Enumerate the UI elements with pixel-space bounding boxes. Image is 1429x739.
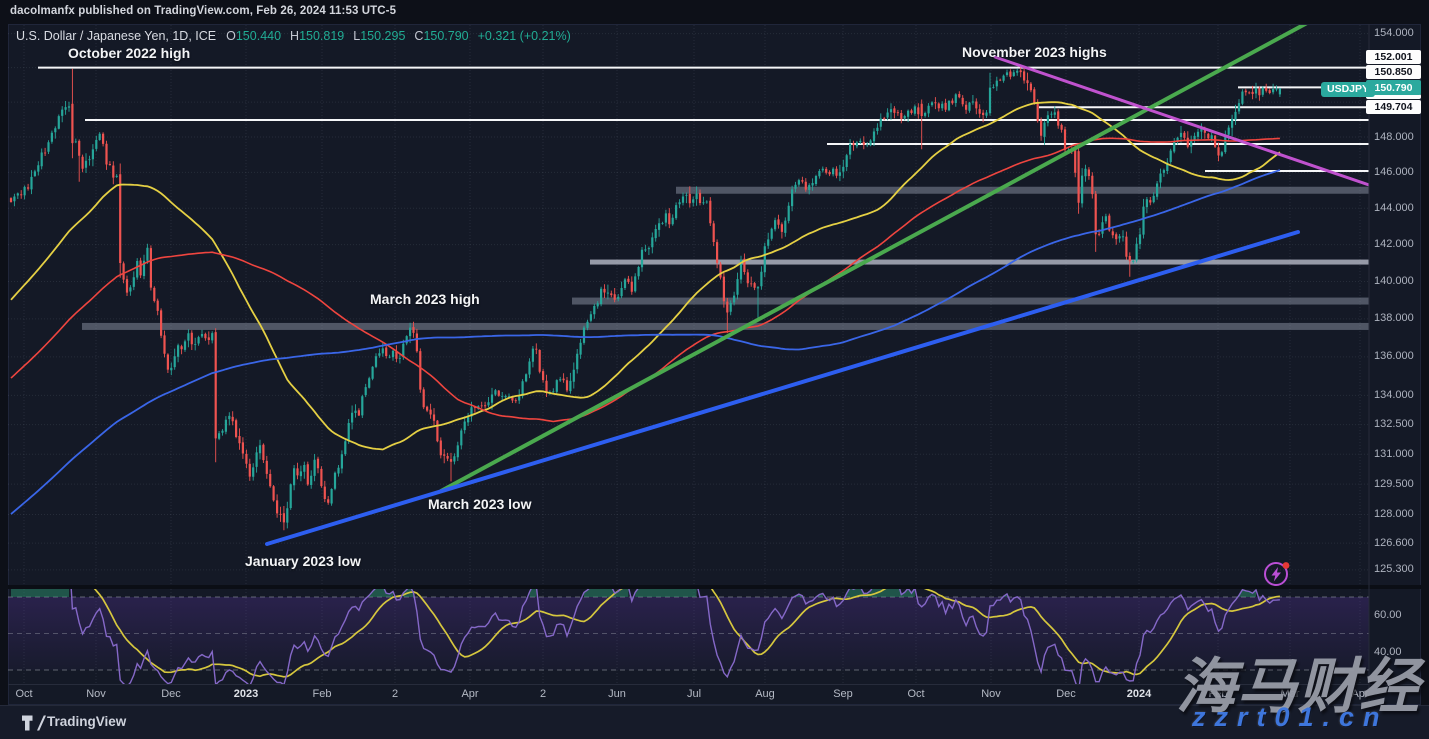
time-tick: Oct xyxy=(907,688,925,700)
time-tick: 2 xyxy=(539,688,547,700)
chart-annotation: March 2023 low xyxy=(428,496,532,512)
ohlc-value: 150.819 xyxy=(299,29,345,43)
time-tick: Sep xyxy=(833,688,853,700)
price-tick: 131.000 xyxy=(1374,447,1414,460)
symbol-title[interactable]: U.S. Dollar / Japanese Yen, 1D, ICE xyxy=(16,29,217,43)
time-tick: 2023 xyxy=(233,688,259,700)
time-tick: 2024 xyxy=(1126,688,1152,700)
price-tick: 136.000 xyxy=(1374,350,1414,363)
notification-dot xyxy=(1282,562,1290,569)
chart-annotation: October 2022 high xyxy=(68,45,191,61)
ohlc-prefix: H xyxy=(290,29,300,43)
price-level-label: 149.704 xyxy=(1366,100,1421,114)
watermark-site: zzrt01.cn xyxy=(1192,702,1389,732)
symbol-legend: U.S. Dollar / Japanese Yen, 1D, ICE O150.… xyxy=(16,29,571,43)
price-tick: 129.500 xyxy=(1374,477,1414,490)
footer-bar: TradingView xyxy=(0,705,1429,739)
support-resistance-zone xyxy=(590,259,1369,265)
publisher-line: dacolmanfx published on TradingView.com,… xyxy=(10,5,397,17)
price-tick: 132.500 xyxy=(1374,418,1414,431)
ohlc-prefix: O xyxy=(226,29,236,43)
time-tick: Nov xyxy=(981,688,1001,700)
time-tick: Nov xyxy=(86,688,106,700)
price-tick: 128.000 xyxy=(1374,507,1414,520)
time-tick: Mar xyxy=(1280,688,1300,700)
time-tick: Oct xyxy=(15,688,33,700)
time-tick: 2 xyxy=(391,688,399,700)
time-tick: Apr xyxy=(461,688,479,700)
current-price-label: 150.790 xyxy=(1366,80,1421,95)
support-resistance-zone xyxy=(82,322,1369,330)
rsi-tick: 40.00 xyxy=(1374,645,1402,658)
falling-resistance-from-november-2023 xyxy=(993,55,1369,187)
price-tick: 126.600 xyxy=(1374,536,1414,549)
price-tick: 140.000 xyxy=(1374,274,1414,287)
time-tick: Apr xyxy=(1351,688,1369,700)
chart-annotation: March 2023 high xyxy=(370,291,480,307)
price-tick: 154.000 xyxy=(1374,27,1414,40)
price-tick: 142.000 xyxy=(1374,238,1414,251)
main-pane xyxy=(8,25,1369,585)
support-resistance-zone xyxy=(676,186,1369,194)
chart-annotation: November 2023 highs xyxy=(962,44,1107,60)
price-level-label: 150.850 xyxy=(1366,65,1421,79)
time-tick: Dec xyxy=(1056,688,1076,700)
ohlc-value: 150.440 xyxy=(235,29,282,43)
time-tick: Dec xyxy=(161,688,181,700)
ohlc-prefix: C xyxy=(414,29,424,43)
support-resistance-zone xyxy=(572,297,1369,305)
ohlc-prefix: L xyxy=(353,29,361,43)
time-tick: Feb xyxy=(312,688,332,700)
sma-200-line xyxy=(10,169,1281,515)
price-tick: 138.000 xyxy=(1374,312,1414,325)
symbol-price-tag: USDJPY xyxy=(1321,82,1376,97)
ohlc-value: 150.295 xyxy=(360,29,406,43)
tradingview-logo-icon[interactable] xyxy=(21,714,47,737)
price-tick: 146.000 xyxy=(1374,165,1414,178)
boost-idea-icon[interactable] xyxy=(1261,558,1295,597)
time-tick: Feb xyxy=(1208,688,1228,700)
rsi-tick: 60.00 xyxy=(1374,608,1402,621)
chart-annotation: January 2023 low xyxy=(245,553,361,569)
price-level-label: 152.001 xyxy=(1366,50,1421,64)
pane-separator[interactable] xyxy=(8,585,1421,589)
rsi-overbought-fill xyxy=(11,589,1263,597)
sma-50-line xyxy=(10,101,1281,451)
rsi-pane xyxy=(8,589,1369,684)
price-tick: 125.300 xyxy=(1374,563,1414,576)
watermark-chinese: 海马财经 xyxy=(1176,653,1420,720)
lightning-icon xyxy=(1271,567,1281,582)
tradingview-brand[interactable]: TradingView xyxy=(47,714,127,729)
price-tick: 134.000 xyxy=(1374,388,1414,401)
rising-support-from-march-2023-low xyxy=(439,25,1308,493)
time-tick: Jun xyxy=(608,688,626,700)
rising-support-from-january-2023-low xyxy=(265,230,1300,546)
price-tick: 148.000 xyxy=(1374,130,1414,143)
rsi-line xyxy=(70,589,1280,684)
time-tick: Jul xyxy=(686,688,702,700)
price-label-sliver xyxy=(1366,94,1421,99)
price-tick: 144.000 xyxy=(1374,201,1414,214)
rsi-ma-line xyxy=(93,589,1280,678)
ohlc-value: 150.790 xyxy=(423,29,469,43)
change-value: +0.321 (+0.21%) xyxy=(477,29,571,43)
rsi-band-fill xyxy=(8,597,1369,670)
time-tick: Aug xyxy=(755,688,775,700)
